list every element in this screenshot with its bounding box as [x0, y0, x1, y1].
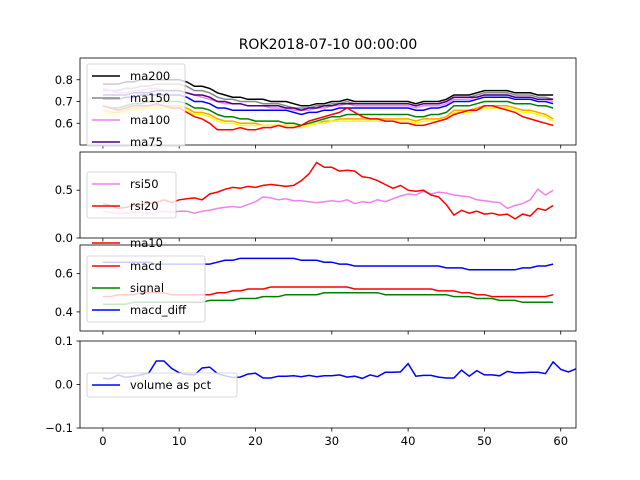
x-tick-label: 50 [477, 434, 492, 448]
series-line-rsi50 [102, 188, 554, 214]
legend-entry-label: ma200 [130, 69, 170, 83]
y-tick-label: 0.4 [55, 305, 73, 319]
panel-moving-averages: 0.6 0.7 0.8 ma200 ma150 ma100 ma75 [55, 57, 577, 149]
y-tick-label: −0.1 [45, 421, 73, 435]
y-tick-label: 0.0 [55, 231, 73, 245]
x-tick-label: 0 [99, 434, 106, 448]
y-tick-label: 0.0 [55, 378, 73, 392]
x-tick-label: 20 [248, 434, 263, 448]
legend: volume as pct [86, 372, 238, 398]
panel-macd: 0.4 0.6 ma10 macd signal macd_diff [55, 236, 577, 335]
panel-volume: −0.1 0.0 0.1 0 10 20 30 40 50 60 volume as pct [45, 334, 577, 448]
legend-entry-label: macd [130, 259, 162, 273]
y-tick-label: 0.7 [55, 95, 73, 109]
panel-rsi: 0.0 0.5 rsi50 rsi20 [55, 151, 577, 245]
axes-frame [79, 151, 577, 239]
y-tick-label: 0.6 [55, 267, 73, 281]
legend-entry-label: ma10 [130, 236, 163, 250]
legend: rsi50 rsi20 [86, 171, 177, 219]
y-tick-label: 0.1 [55, 334, 73, 348]
legend-entry-label: rsi50 [130, 177, 159, 191]
legend-box [86, 63, 186, 147]
y-tick-label: 0.5 [55, 183, 73, 197]
legend-entry-label: macd_diff [130, 303, 187, 317]
legend-entry-label: ma75 [130, 135, 163, 149]
x-tick-label: 10 [172, 434, 187, 448]
legend: ma10 macd signal macd_diff [86, 236, 206, 323]
y-tick-label: 0.8 [55, 73, 73, 87]
legend: ma200 ma150 ma100 ma75 [86, 63, 186, 149]
legend-box [86, 255, 206, 323]
legend-box [86, 372, 238, 398]
axes-frame [79, 244, 577, 332]
legend-entry-label: ma150 [130, 91, 170, 105]
series-line-rsi20 [102, 161, 554, 220]
x-tick-label: 60 [553, 434, 568, 448]
legend-entry-label: ma100 [130, 113, 170, 127]
figure-title: ROK2018-07-10 00:00:00 [239, 37, 418, 53]
legend-entry-label: volume as pct [130, 378, 212, 392]
x-tick-label: 30 [324, 434, 339, 448]
x-tick-label: 40 [401, 434, 416, 448]
legend-entry-label: signal [130, 281, 164, 295]
legend-entry-label: rsi20 [130, 199, 159, 213]
y-tick-label: 0.6 [55, 116, 73, 130]
series-lines [102, 161, 554, 220]
